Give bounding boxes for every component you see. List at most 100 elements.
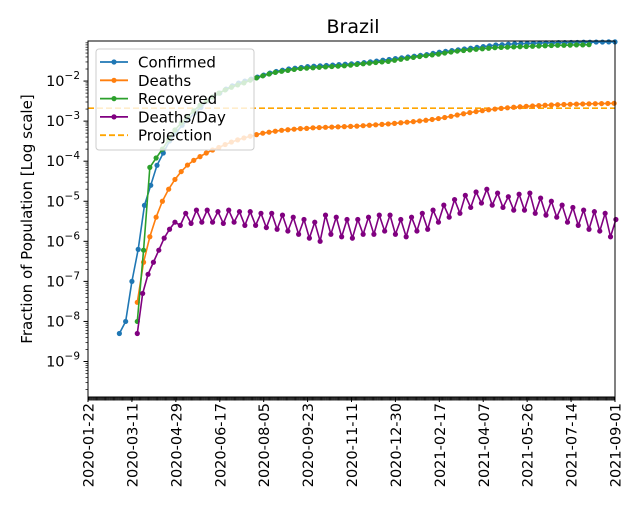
data-point [253, 75, 260, 81]
data-point [160, 150, 166, 156]
data-point [291, 66, 297, 73]
legend-label: Recovered [138, 90, 217, 108]
data-point [177, 222, 183, 228]
data-point [344, 216, 350, 223]
data-point [166, 226, 173, 232]
data-point [166, 186, 172, 192]
data-point [269, 210, 275, 216]
data-point [442, 114, 448, 121]
legend-label: Deaths/Day [138, 108, 226, 126]
x-tick-label: 2020-03-11 [125, 403, 141, 487]
data-point [387, 212, 393, 218]
data-point [555, 42, 561, 48]
data-point [473, 108, 479, 115]
data-point [403, 234, 409, 240]
data-point [561, 101, 567, 108]
data-point [379, 121, 385, 127]
data-point [593, 39, 599, 45]
data-point [297, 65, 304, 72]
data-point [172, 176, 178, 183]
data-point [258, 210, 264, 216]
data-point [392, 231, 399, 237]
data-point [339, 234, 345, 240]
data-point [448, 49, 454, 55]
data-point [333, 214, 339, 220]
y-tick-label: 10−3 [46, 110, 80, 130]
data-point [467, 47, 473, 53]
data-point [379, 59, 385, 65]
data-point [360, 61, 366, 67]
data-point [161, 235, 167, 241]
data-point [408, 214, 415, 220]
data-point [236, 209, 243, 215]
data-point [150, 259, 157, 265]
legend-item: Deaths [100, 72, 191, 90]
data-point [410, 54, 416, 60]
data-point [567, 101, 573, 107]
data-point [500, 204, 506, 211]
data-point [373, 59, 379, 66]
data-point [145, 271, 151, 277]
data-point [253, 132, 260, 138]
data-point [188, 220, 194, 226]
x-tick-label: 2020-08-05 [257, 403, 273, 487]
data-point [354, 123, 360, 129]
x-tick-label: 2020-09-23 [301, 403, 317, 487]
data-point [511, 207, 517, 213]
data-point [479, 108, 485, 114]
data-point [247, 209, 253, 215]
data-point [310, 65, 316, 71]
data-point [285, 127, 291, 133]
data-point [542, 102, 548, 108]
data-point [586, 42, 592, 48]
data-point [134, 330, 140, 337]
data-point [290, 214, 296, 220]
data-point [348, 123, 354, 129]
data-point [197, 154, 203, 160]
data-point [597, 228, 603, 234]
data-point [317, 238, 323, 244]
data-point [423, 53, 429, 59]
data-point [349, 235, 355, 241]
data-point [561, 42, 567, 48]
data-point [516, 191, 522, 197]
y-axis-label: Fraction of Population [Log scale] [18, 94, 36, 343]
data-point [489, 202, 495, 208]
data-point [274, 226, 280, 232]
data-point [414, 228, 420, 234]
data-point [178, 168, 184, 175]
data-point [492, 106, 498, 112]
data-point [570, 204, 576, 211]
data-point [285, 228, 291, 234]
legend-box [95, 48, 255, 151]
data-point [511, 44, 517, 50]
legend-label: Projection [138, 127, 212, 145]
data-point [429, 52, 435, 58]
data-point [341, 63, 347, 69]
legend-label: Confirmed [138, 54, 216, 72]
data-point [529, 103, 536, 109]
y-tick-label: 10−7 [46, 270, 80, 290]
data-point [365, 214, 372, 220]
data-point [479, 46, 485, 52]
data-point [591, 209, 597, 215]
x-tick-label: 2021-02-17 [433, 403, 449, 487]
data-point [492, 45, 498, 51]
data-point [199, 219, 205, 225]
legend-item: Recovered [100, 90, 217, 108]
data-point [580, 42, 586, 48]
data-point [554, 214, 560, 220]
data-point [538, 195, 544, 201]
data-point [373, 122, 379, 128]
data-point [285, 67, 291, 73]
data-point [278, 68, 285, 74]
data-point [429, 116, 435, 123]
data-point [204, 207, 210, 213]
data-point [153, 155, 159, 161]
data-point [183, 210, 189, 216]
data-point [592, 101, 598, 107]
data-point [425, 226, 431, 232]
data-point [355, 216, 361, 223]
data-point [354, 61, 360, 68]
data-point [366, 122, 373, 128]
